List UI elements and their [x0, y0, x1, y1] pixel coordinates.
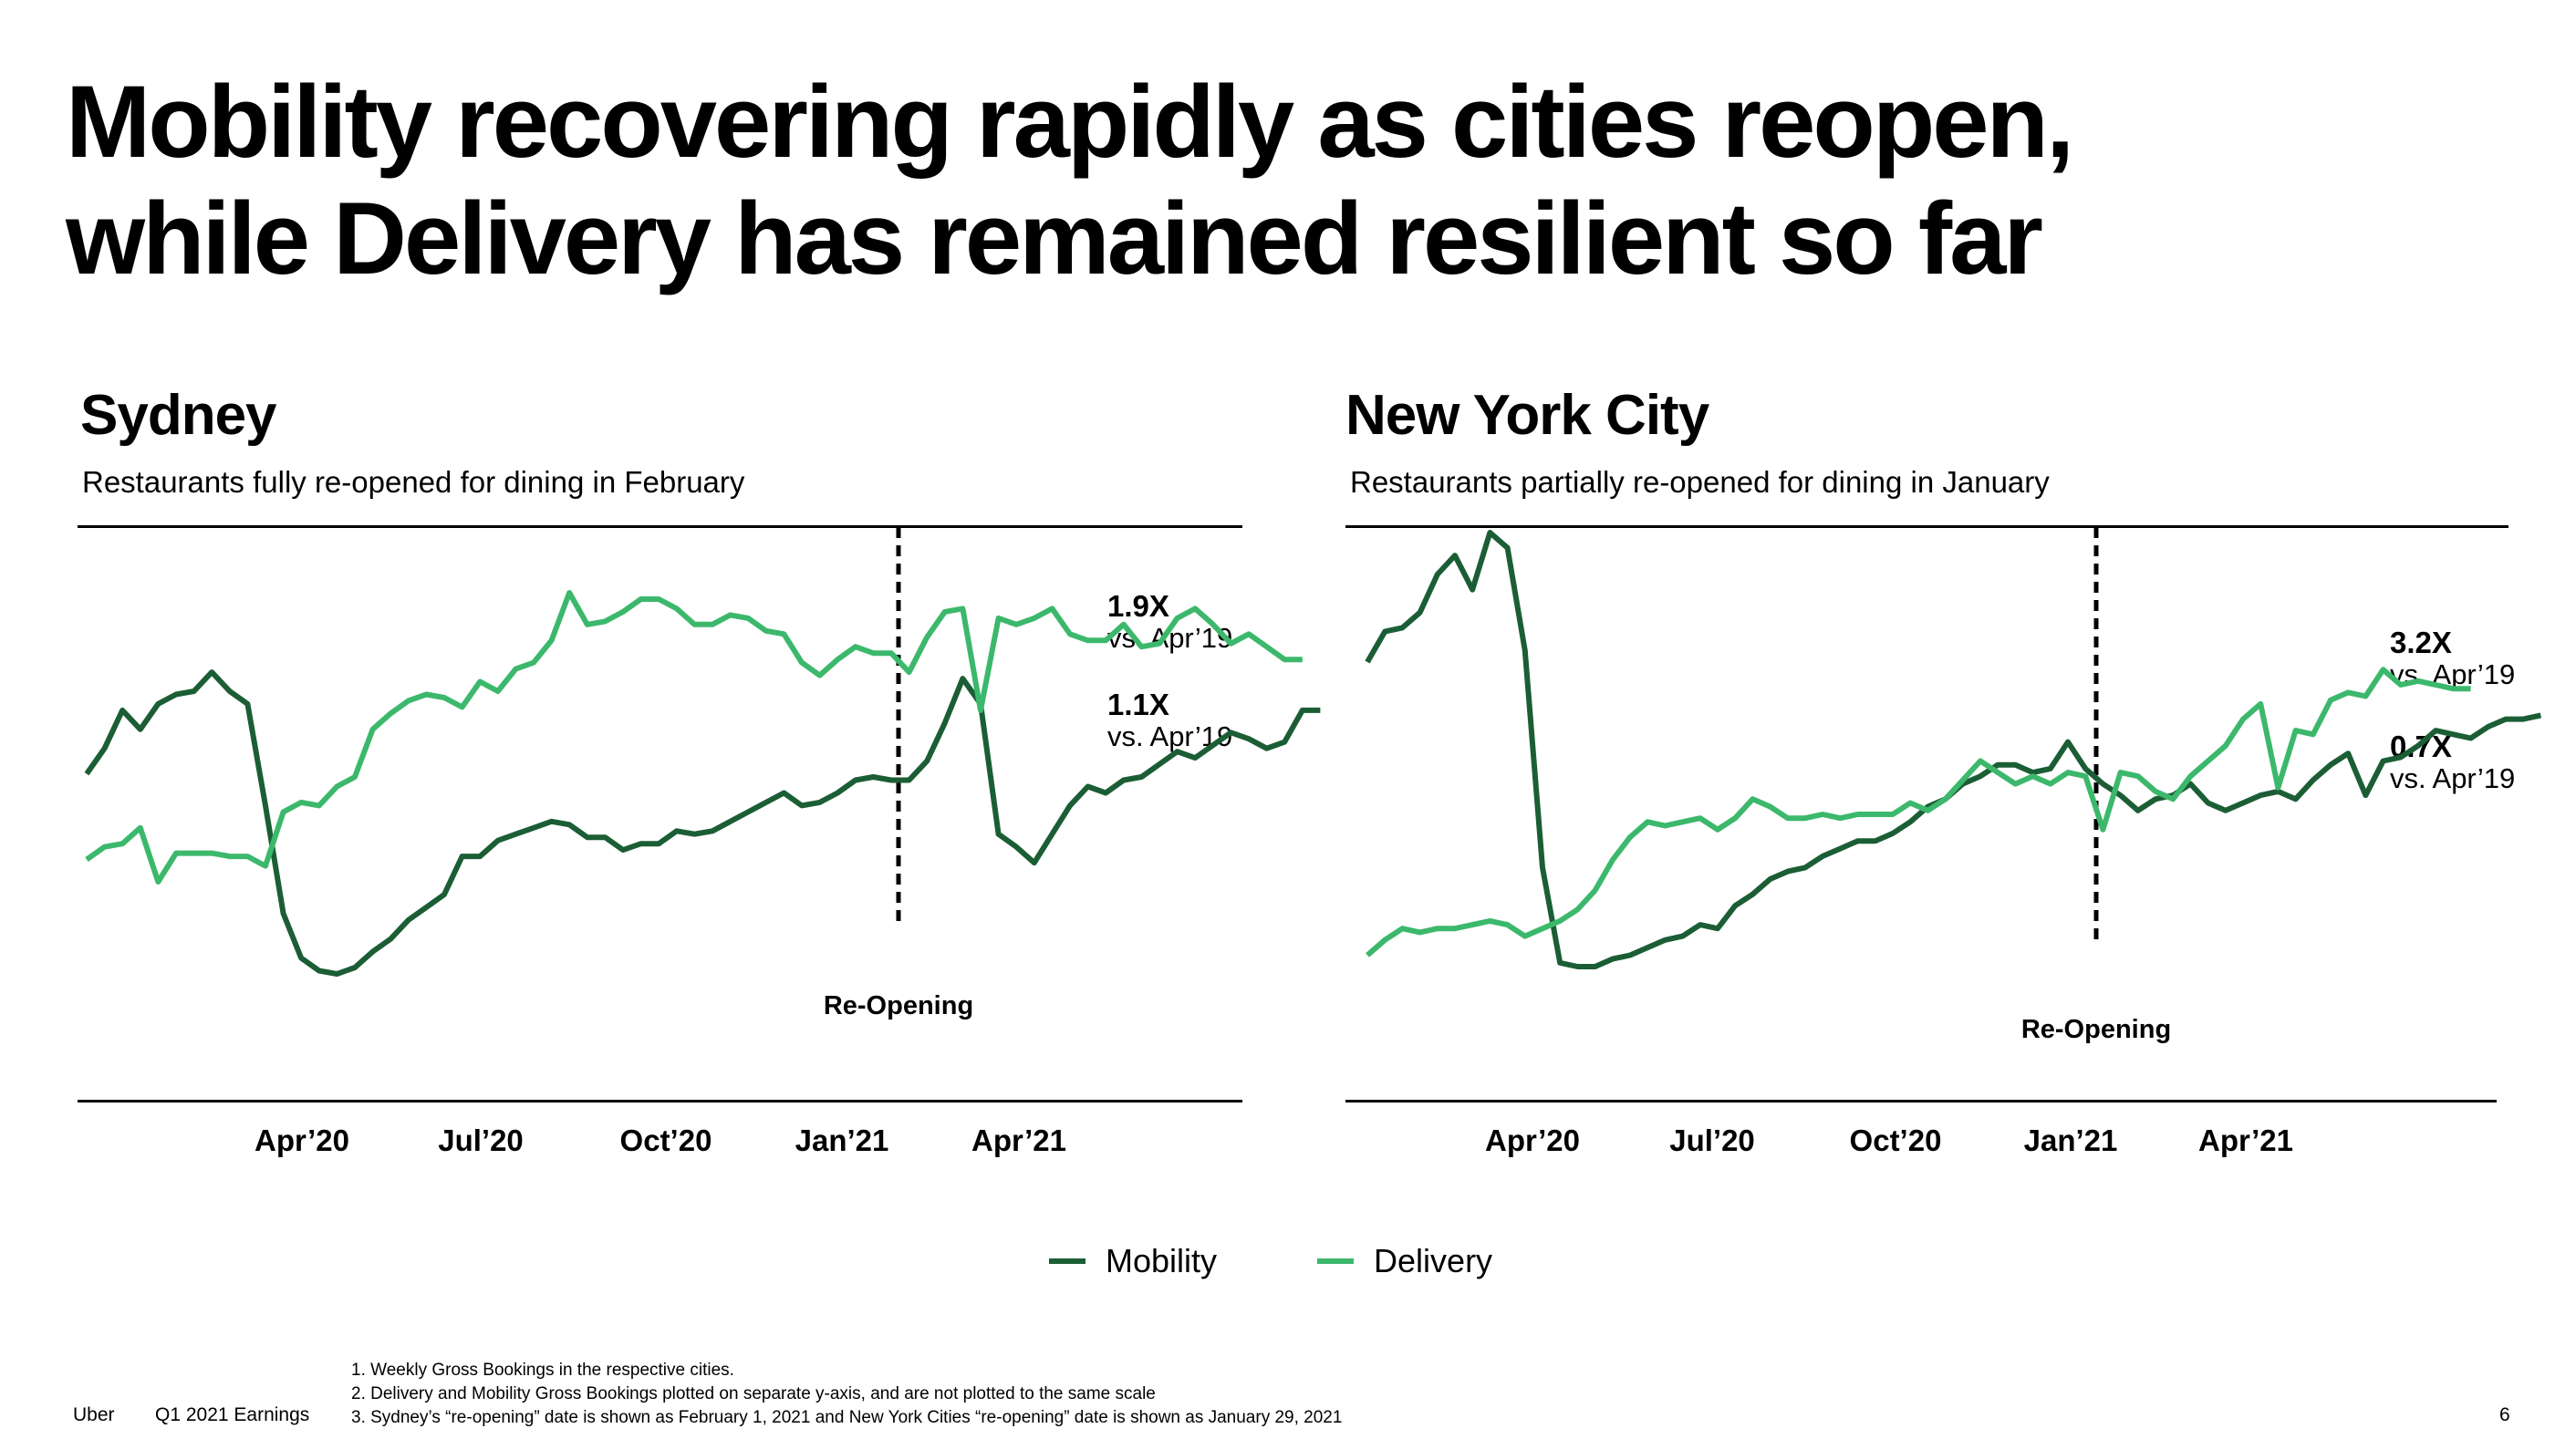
- delivery-series-line: [85, 590, 1303, 885]
- x-tick-label: Jul’20: [438, 1123, 524, 1157]
- footer-brand: Uber: [73, 1404, 115, 1425]
- reopening-label: Re-Opening: [2021, 1015, 2171, 1044]
- footnote: 1. Weekly Gross Bookings in the respecti…: [351, 1361, 734, 1380]
- page-number: 6: [2499, 1404, 2510, 1425]
- x-tick-label: Jan’21: [795, 1123, 889, 1157]
- sydney-title: Sydney: [80, 384, 277, 447]
- mobility-series-line: [84, 669, 1321, 977]
- x-tick-label: Apr’21: [971, 1123, 1066, 1157]
- nyc-bottom-rule: [1345, 1100, 2497, 1103]
- mobility-series-line: [1365, 530, 2542, 969]
- x-tick-label: Jul’20: [1669, 1123, 1755, 1157]
- delivery-multiple-label: 1.9X: [1107, 589, 1169, 623]
- sydney-top-rule: [78, 525, 1242, 528]
- nyc-top-rule: [1345, 525, 2508, 528]
- footnote: 3. Sydney’s “re-opening” date is shown a…: [351, 1408, 1343, 1427]
- footer-report-name: Q1 2021 Earnings: [155, 1404, 310, 1425]
- footnote: 2. Delivery and Mobility Gross Bookings …: [351, 1384, 1156, 1403]
- delivery-multiple-label: 3.2X: [2390, 626, 2452, 659]
- footnotes: 1. Weekly Gross Bookings in the respecti…: [351, 1359, 1342, 1430]
- chart-legend: Mobility Delivery: [1049, 1242, 1492, 1280]
- mobility-comparison-label: vs. Apr’19: [2390, 762, 2515, 794]
- legend-label-delivery: Delivery: [1374, 1242, 1493, 1279]
- nyc-subtitle: Restaurants partially re-opened for dini…: [1350, 465, 2050, 499]
- x-tick-label: Jan’21: [2024, 1123, 2118, 1157]
- x-tick-label: Apr’20: [254, 1123, 349, 1157]
- x-tick-label: Apr’21: [2198, 1123, 2293, 1157]
- sydney-bottom-rule: [78, 1100, 1242, 1103]
- delivery-series-line: [1366, 667, 2471, 958]
- x-tick-label: Apr’20: [1485, 1123, 1580, 1157]
- mobility-multiple-label: 1.1X: [1107, 688, 1169, 721]
- x-tick-label: Oct’20: [1850, 1123, 1942, 1157]
- legend-item-mobility: Mobility: [1049, 1242, 1217, 1280]
- mobility-swatch: [1049, 1258, 1085, 1264]
- legend-label-mobility: Mobility: [1106, 1242, 1218, 1279]
- nyc-title: New York City: [1345, 384, 1709, 447]
- delivery-swatch: [1317, 1258, 1355, 1264]
- reopening-label: Re-Opening: [824, 991, 973, 1020]
- sydney-line-chart: Apr’20 Jul’20 Oct’20 Jan’21 Apr’21 Re-Op…: [84, 527, 1321, 1157]
- x-tick-label: Oct’20: [620, 1123, 712, 1157]
- legend-item-delivery: Delivery: [1317, 1242, 1492, 1280]
- sydney-subtitle: Restaurants fully re-opened for dining i…: [82, 465, 745, 499]
- nyc-line-chart: Apr’20 Jul’20 Oct’20 Jan’21 Apr’21 Re-Op…: [1365, 527, 2542, 1157]
- page-title: Mobility recovering rapidly as cities re…: [66, 65, 2074, 295]
